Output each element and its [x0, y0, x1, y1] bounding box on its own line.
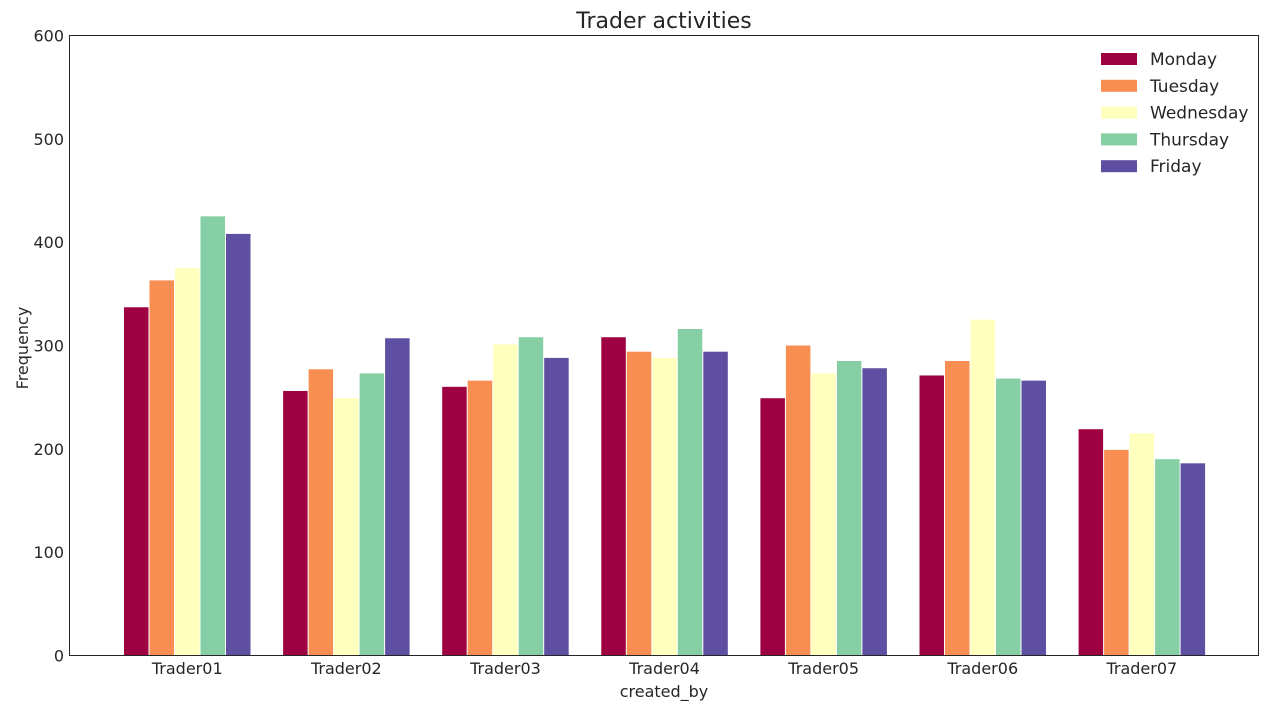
bar-trader03-tuesday	[467, 380, 493, 656]
bar-trader06-tuesday	[945, 361, 970, 656]
legend-swatch-monday	[1101, 53, 1137, 65]
bar-trader03-monday	[442, 386, 467, 656]
bar-trader07-tuesday	[1104, 449, 1129, 656]
x-tick-label: Trader05	[787, 659, 859, 678]
bar-trader04-monday	[601, 337, 626, 656]
bar-trader07-friday	[1180, 463, 1206, 656]
bar-trader07-thursday	[1155, 459, 1180, 656]
legend-swatch-tuesday	[1101, 79, 1137, 92]
bar-trader04-wednesday	[652, 357, 677, 656]
bar-trader04-thursday	[677, 328, 703, 656]
legend-label-friday: Friday	[1150, 157, 1202, 177]
y-tick-label: 600	[33, 27, 64, 46]
bar-trader05-friday	[862, 368, 887, 656]
x-tick-label: Trader02	[310, 659, 382, 678]
bar-trader03-wednesday	[493, 344, 518, 656]
y-tick-label: 100	[33, 543, 64, 562]
y-tick-label: 400	[33, 233, 64, 252]
x-tick-label: Trader04	[628, 659, 700, 678]
bar-trader03-thursday	[518, 337, 544, 656]
y-tick-label: 500	[33, 130, 64, 149]
chart-title: Trader activities	[575, 9, 751, 34]
y-tick-label: 200	[33, 440, 64, 459]
bar-trader07-monday	[1078, 429, 1104, 656]
x-tick-label: Trader01	[151, 659, 223, 678]
bar-trader02-tuesday	[308, 369, 334, 656]
bar-trader04-friday	[703, 351, 728, 656]
bar-trader06-friday	[1021, 380, 1046, 656]
bar-trader01-thursday	[200, 216, 225, 656]
legend-label-monday: Monday	[1150, 50, 1217, 70]
legend-swatch-friday	[1101, 160, 1137, 173]
bar-trader02-monday	[283, 390, 308, 656]
plot-frame	[69, 35, 1259, 656]
y-tick-label: 300	[33, 337, 64, 356]
bar-trader01-wednesday	[175, 268, 200, 656]
y-axis-label: Frequency	[13, 307, 32, 390]
x-tick-label: Trader03	[469, 659, 541, 678]
legend: Monday Tuesday Wednesday Thursday Friday	[1101, 50, 1248, 177]
bar-trader02-wednesday	[334, 398, 359, 656]
x-tick-label: Trader07	[1105, 659, 1177, 678]
x-tick-label: Trader06	[946, 659, 1018, 678]
bars-layer	[124, 216, 1206, 656]
legend-swatch-thursday	[1101, 133, 1137, 146]
bar-trader02-thursday	[359, 373, 385, 656]
bar-trader05-wednesday	[811, 373, 836, 656]
bar-trader04-tuesday	[626, 351, 652, 656]
bar-trader05-thursday	[836, 361, 862, 656]
legend-swatch-wednesday	[1101, 106, 1137, 119]
x-axis-ticks: Trader01 Trader02 Trader03 Trader04 Trader05…	[151, 659, 1177, 678]
bar-trader06-monday	[919, 375, 944, 656]
legend-label-tuesday: Tuesday	[1149, 77, 1219, 97]
bar-trader07-wednesday	[1129, 433, 1155, 656]
bar-trader02-friday	[385, 338, 410, 656]
y-tick-label: 0	[54, 647, 64, 666]
x-axis-label: created_by	[620, 682, 709, 702]
legend-label-wednesday: Wednesday	[1150, 104, 1248, 124]
bar-trader01-tuesday	[149, 280, 174, 656]
y-axis-ticks: 0 100 200 300 400 500 600	[33, 27, 64, 666]
bar-trader01-monday	[124, 307, 149, 656]
bar-trader03-friday	[544, 357, 569, 656]
bar-trader01-friday	[226, 233, 251, 656]
bar-trader06-wednesday	[970, 319, 995, 656]
bar-trader05-tuesday	[785, 345, 811, 656]
bar-trader06-thursday	[996, 378, 1021, 656]
legend-label-thursday: Thursday	[1149, 130, 1229, 150]
bar-trader05-monday	[760, 398, 785, 656]
